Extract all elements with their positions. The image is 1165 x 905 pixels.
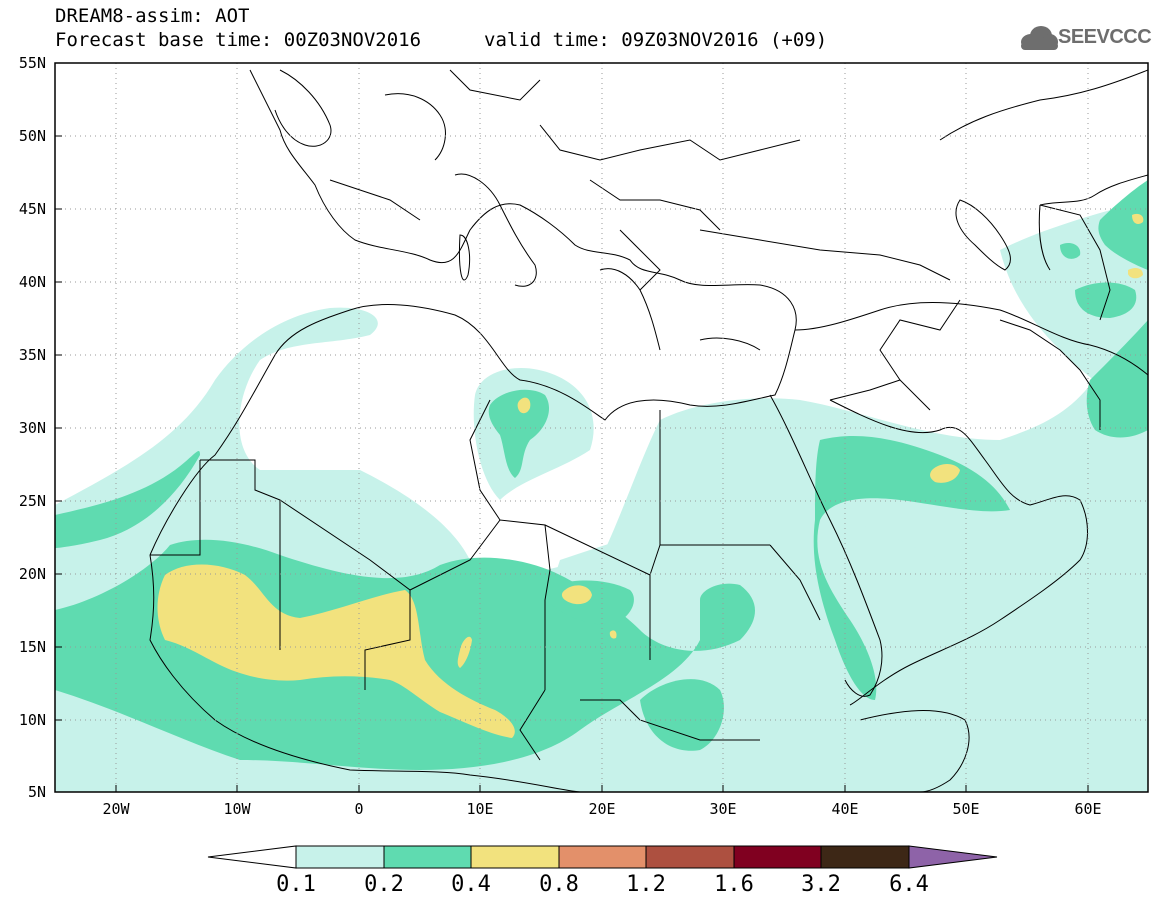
colorbar-bin-4 [558,845,647,869]
colorbar-bin-1 [295,845,385,869]
cloud-icon [1021,26,1058,50]
lat-label-45n: 45N [18,200,46,218]
coastlines [149,69,1148,792]
valid-time: valid time: 09Z03NOV2016 (+09) [484,29,828,51]
lon-label-10e: 10E [466,800,494,818]
graticule [55,63,1148,792]
colorbar-label-1-2: 1.2 [626,872,666,897]
lat-label-5n: 5N [27,783,46,801]
colorbar-bin-6 [733,845,822,869]
axis-ticks [55,62,1089,792]
lon-label-20w: 20W [102,800,130,818]
colorbar-label-1-6: 1.6 [714,872,754,897]
lon-label-60e: 60E [1074,800,1102,818]
lat-label-35n: 35N [18,346,46,364]
colorbar-low-arrow [207,845,297,869]
country-borders [150,69,1111,761]
colorbar-bin-7 [820,845,910,869]
lon-label-50e: 50E [952,800,980,818]
lat-label-40n: 40N [18,273,46,291]
map-title: DREAM8-assim: AOT [55,5,250,27]
colorbar-label-0-1: 0.1 [276,872,316,897]
lon-label-20e: 20E [588,800,616,818]
aot-level-04 [157,213,1144,738]
colorbar-label-6-4: 6.4 [889,872,929,897]
aot-fields [55,160,1148,792]
lat-label-20n: 20N [18,565,46,583]
colorbar-label-0-8: 0.8 [539,872,579,897]
colorbar-high-arrow [908,845,998,869]
lat-label-10n: 10N [18,711,46,729]
colorbar-label-3-2: 3.2 [801,872,841,897]
lat-label-15n: 15N [18,638,46,656]
colorbar-label-0-4: 0.4 [451,872,491,897]
forecast-base-time: Forecast base time: 00Z03NOV2016 [55,29,422,51]
colorbar-bin-2 [383,845,472,869]
lon-label-40e: 40E [831,800,859,818]
lat-label-55n: 55N [18,54,46,72]
lat-label-30n: 30N [18,419,46,437]
colorbar-bin-3 [470,845,560,869]
colorbar-bin-5 [645,845,735,869]
colorbar-label-0-2: 0.2 [364,872,404,897]
lat-label-50n: 50N [18,127,46,145]
colorbar [207,845,998,869]
seevccc-logo: SEEVCCC [1058,26,1152,48]
lon-label-10w: 10W [223,800,251,818]
lat-label-25n: 25N [18,492,46,510]
lon-label-0: 0 [354,800,364,818]
lon-label-30e: 30E [709,800,737,818]
